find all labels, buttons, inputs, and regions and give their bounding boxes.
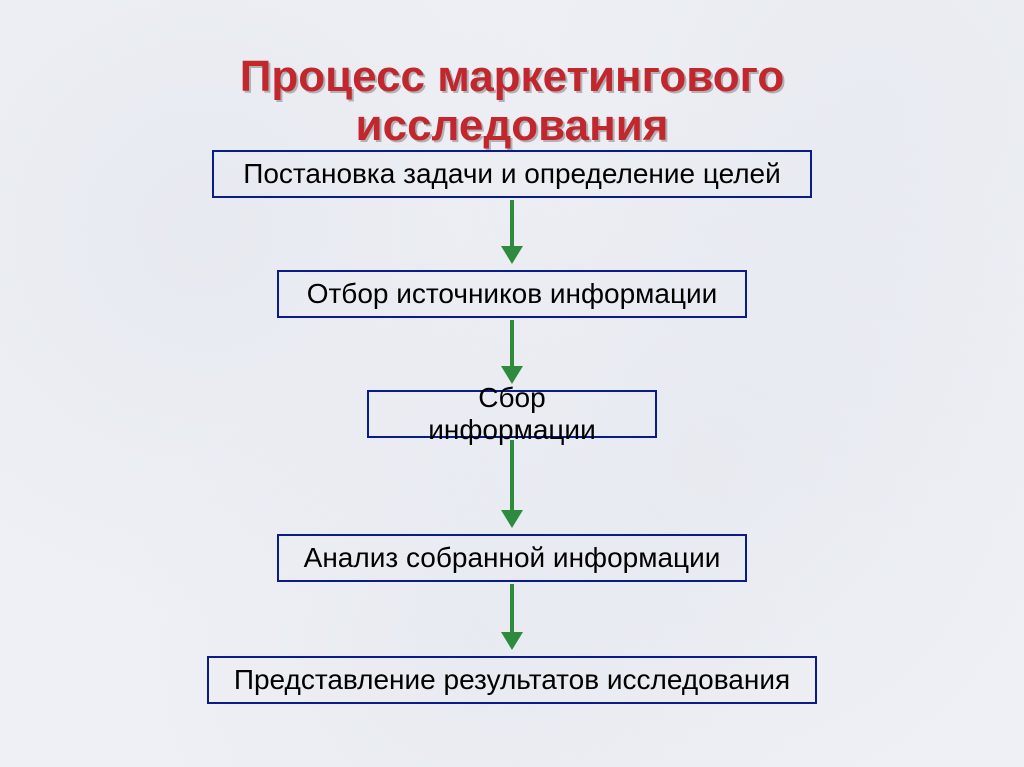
diagram-canvas: Процесс маркетингового исследования Пост…: [0, 0, 1024, 767]
flow-node: Отбор источников информации: [277, 270, 747, 318]
flow-node: Постановка задачи и определение целей: [212, 150, 812, 198]
flow-node: Анализ собранной информации: [277, 534, 747, 582]
flow-node-label: Представление результатов исследования: [234, 664, 790, 696]
flow-node-label: Постановка задачи и определение целей: [243, 158, 781, 190]
arrow-down-icon: [490, 200, 534, 264]
flow-node-label: Анализ собранной информации: [304, 542, 721, 574]
flow-node-label: Отбор источников информации: [307, 278, 718, 310]
flow-node-label: Сбор информации: [391, 382, 633, 446]
arrow-down-icon: [490, 440, 534, 528]
arrow-down-icon: [490, 584, 534, 650]
flow-node: Представление результатов исследования: [207, 656, 817, 704]
flow-node: Сбор информации: [367, 390, 657, 438]
diagram-title: Процесс маркетингового исследования: [0, 53, 1024, 150]
arrow-down-icon: [490, 320, 534, 384]
